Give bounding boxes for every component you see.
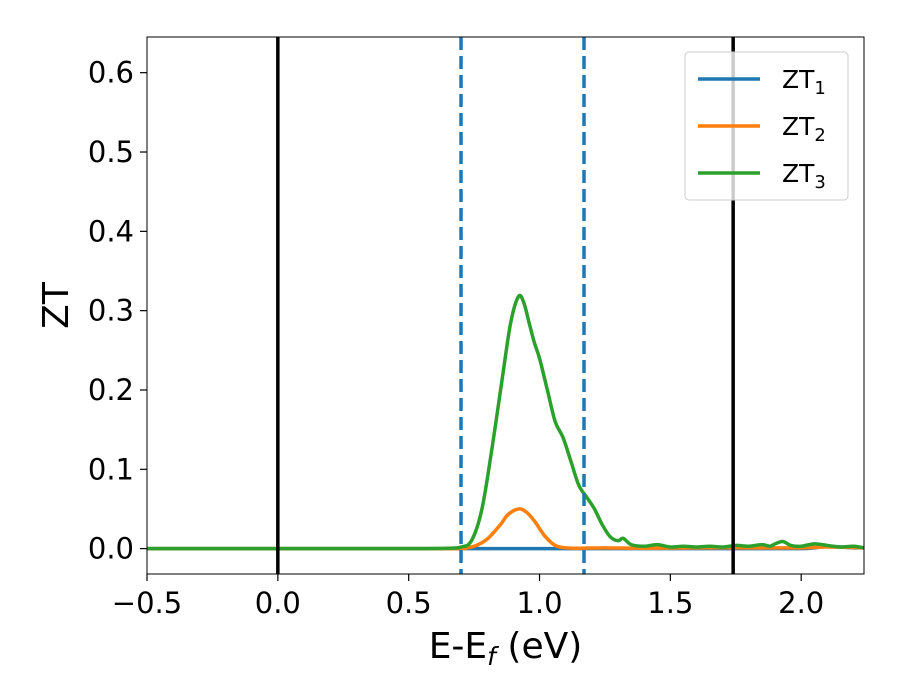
x-axis-label: E-Ef (eV) <box>429 626 583 671</box>
x-tick-label: 2.0 <box>778 586 824 620</box>
y-tick-label: 0.3 <box>88 294 134 328</box>
x-tick-label: −0.5 <box>112 586 182 620</box>
y-tick-label: 0.0 <box>88 532 134 566</box>
legend: ZT1 ZT2 ZT3 <box>684 51 849 201</box>
y-tick-label: 0.6 <box>88 56 134 90</box>
legend-label-1: ZT1 <box>782 65 826 99</box>
x-tick-label: 1.0 <box>516 586 562 620</box>
y-axis-label: ZT <box>36 281 77 329</box>
x-tick-label: 0.5 <box>386 586 432 620</box>
axes-frame <box>146 36 865 575</box>
series-line-3 <box>147 293 864 551</box>
y-tick-label: 0.4 <box>88 214 134 248</box>
y-tick-label: 0.5 <box>88 135 134 169</box>
x-tick-label: 0.0 <box>255 586 301 620</box>
series-line-2 <box>147 507 864 551</box>
x-tick-label: 1.5 <box>647 586 693 620</box>
legend-box <box>684 51 849 201</box>
legend-label-3: ZT3 <box>782 159 826 193</box>
legend-label-2: ZT2 <box>782 112 826 146</box>
y-tick-label: 0.2 <box>88 373 134 407</box>
y-tick-label: 0.1 <box>88 452 134 486</box>
